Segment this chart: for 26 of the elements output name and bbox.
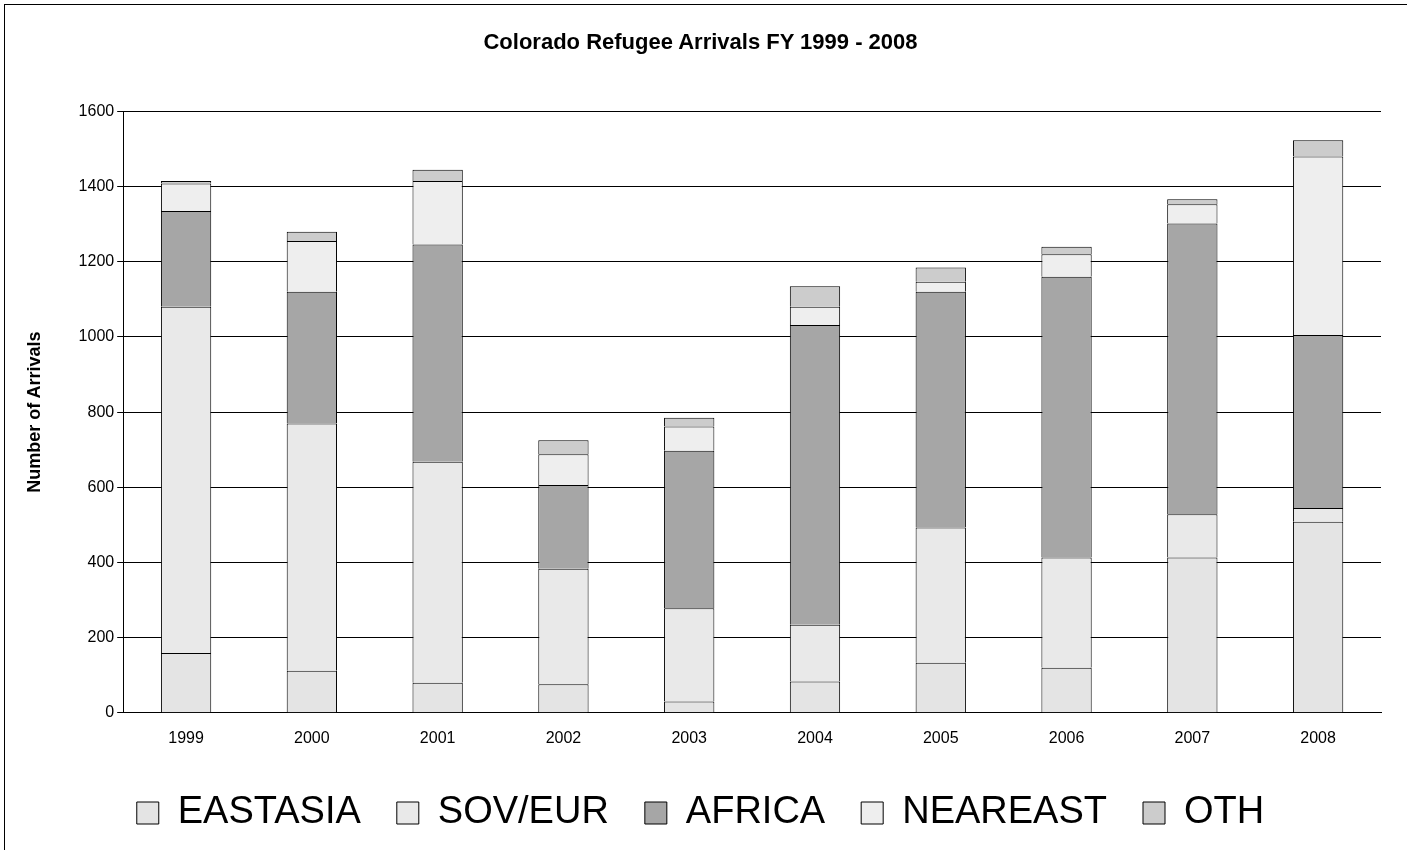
y-tick-label: 0 xyxy=(105,703,115,721)
legend-label: SOV/EUR xyxy=(437,789,609,832)
legend-label: AFRICA xyxy=(685,789,826,832)
legend-label: OTH xyxy=(1184,789,1265,832)
y-tick-label: 1000 xyxy=(78,327,115,345)
x-tick-label: 1999 xyxy=(168,728,204,746)
x-tick-label: 2001 xyxy=(419,728,456,746)
legend-label: NEAREAST xyxy=(902,789,1108,832)
y-tick-label: 600 xyxy=(87,477,115,495)
x-tick-label: 2003 xyxy=(671,728,708,746)
x-tick-label: 2004 xyxy=(797,728,833,746)
y-tick-label: 1200 xyxy=(78,252,115,270)
legend-label: EASTASIA xyxy=(177,789,362,832)
x-tick-label: 2008 xyxy=(1300,728,1337,746)
x-tick-label: 2005 xyxy=(922,728,959,746)
y-tick-label: 1400 xyxy=(78,176,115,194)
y-tick-label: 200 xyxy=(87,628,115,646)
y-axis-title: Number of Arrivals xyxy=(23,331,44,493)
x-tick-label: 2007 xyxy=(1174,728,1211,746)
chart-title: Colorado Refugee Arrivals FY 1999 - 2008 xyxy=(483,29,918,55)
x-tick-label: 2006 xyxy=(1048,728,1085,746)
x-tick-label: 2002 xyxy=(545,728,582,746)
y-tick-label: 1600 xyxy=(78,101,115,119)
y-tick-label: 400 xyxy=(87,552,115,570)
x-tick-label: 2000 xyxy=(294,728,330,746)
y-tick-label: 800 xyxy=(87,402,115,420)
